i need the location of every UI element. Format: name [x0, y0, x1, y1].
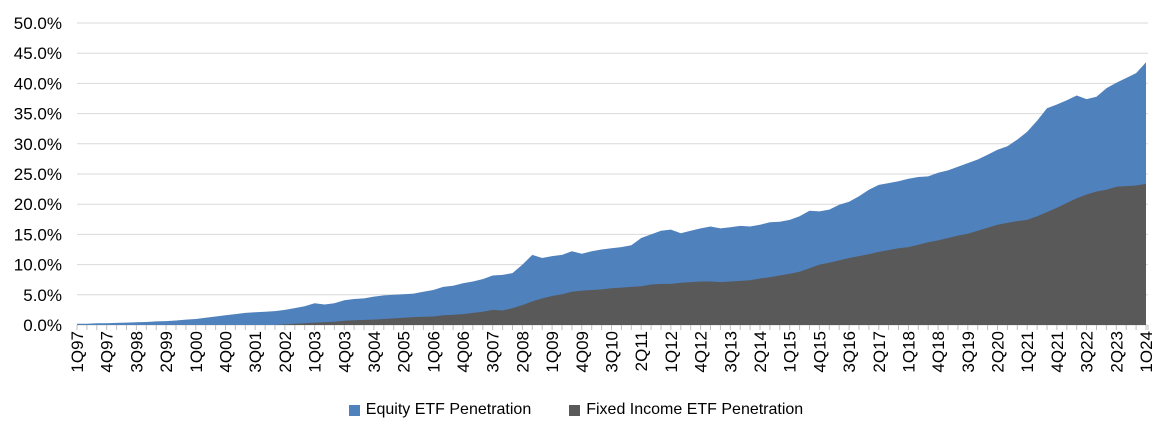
x-axis-tick-label: 4Q12: [692, 331, 711, 373]
fixed-income-legend-label: Fixed Income ETF Penetration: [586, 401, 804, 418]
x-axis-tick-label: 1Q21: [1018, 331, 1037, 373]
x-axis-tick-label: 1Q06: [424, 331, 443, 373]
equity-legend-label: Equity ETF Penetration: [365, 401, 532, 418]
y-axis-tick-label: 10.0%: [14, 256, 62, 275]
x-axis-tick-label: 1Q15: [781, 331, 800, 373]
fixed-income-legend-swatch-icon: [569, 404, 581, 416]
y-axis-tick-label: 40.0%: [14, 74, 62, 93]
x-axis-tick-label: 1Q18: [899, 331, 918, 373]
legend-item-fixed-income: Fixed Income ETF Penetration: [569, 402, 803, 418]
y-axis-tick-label: 25.0%: [14, 165, 62, 184]
area-series-fixed-income: [77, 183, 1146, 325]
x-axis-tick-label: 4Q09: [573, 331, 592, 373]
x-axis-tick-label: 3Q16: [840, 331, 859, 373]
x-axis-tick-label: 3Q98: [127, 331, 146, 373]
legend-item-equity: Equity ETF Penetration: [348, 401, 532, 418]
x-axis-tick-label: 2Q20: [989, 331, 1008, 373]
chart-legend: Equity ETF Penetration Fixed Income ETF …: [0, 402, 1152, 418]
chart-canvas: 0.0% 5.0% 10.0% 15.0% 20.0% 25.0% 30.0% 35.0% 40…: [14, 14, 1152, 373]
y-axis-tick-label: 50.0%: [14, 14, 62, 33]
x-axis-tick-label: 4Q06: [454, 331, 473, 373]
x-axis-tick-label: 1Q03: [306, 331, 325, 373]
x-axis-tick-label: 3Q13: [721, 331, 740, 373]
x-axis-tick-label: 4Q03: [335, 331, 354, 373]
x-axis-tick-label: 2Q99: [157, 331, 176, 373]
x-axis-tick-label: 4Q97: [98, 331, 117, 373]
x-axis-tick-label: 2Q23: [1107, 331, 1126, 373]
x-axis-tick-label: 2Q05: [395, 331, 414, 373]
x-axis-tick-label: 2Q14: [751, 331, 770, 373]
y-axis-tick-label: 20.0%: [14, 195, 62, 214]
x-axis-tick-label: 1Q09: [543, 331, 562, 373]
x-axis-tick-label: 3Q01: [246, 331, 265, 373]
y-axis-tick-label: 15.0%: [14, 225, 62, 244]
x-axis-tick-label: 1Q24: [1137, 331, 1152, 373]
y-axis-tick-label: 45.0%: [14, 44, 62, 63]
equity-legend-swatch-icon: [348, 404, 360, 416]
x-axis-tick-label: 1Q12: [662, 331, 681, 373]
x-axis-tick-label: 3Q19: [959, 331, 978, 373]
y-axis-tick-label: 5.0%: [23, 286, 62, 305]
x-axis-tick-label: 4Q15: [810, 331, 829, 373]
y-axis-tick-label: 35.0%: [14, 105, 62, 124]
x-axis-tick-label: 4Q00: [217, 331, 236, 373]
y-axis-tick-label: 0.0%: [23, 316, 62, 335]
x-axis-tick-label: 2Q02: [276, 331, 295, 373]
x-axis-tick-label: 2Q11: [632, 331, 651, 371]
x-axis-tick-label: 1Q00: [187, 331, 206, 373]
x-axis-tick-label: 2Q08: [513, 331, 532, 373]
x-axis-tick-label: 4Q18: [929, 331, 948, 373]
x-axis-tick-label: 4Q21: [1048, 331, 1067, 373]
y-axis-tick-label: 30.0%: [14, 135, 62, 154]
x-axis-tick-label: 3Q22: [1078, 331, 1097, 373]
x-axis-tick-label: 2Q17: [870, 331, 889, 373]
x-axis-tick-label: 3Q04: [365, 331, 384, 373]
x-axis-tick-label: 3Q07: [484, 331, 503, 373]
x-axis-tick-label: 3Q10: [603, 331, 622, 373]
x-axis-tick-label: 1Q97: [68, 331, 87, 373]
